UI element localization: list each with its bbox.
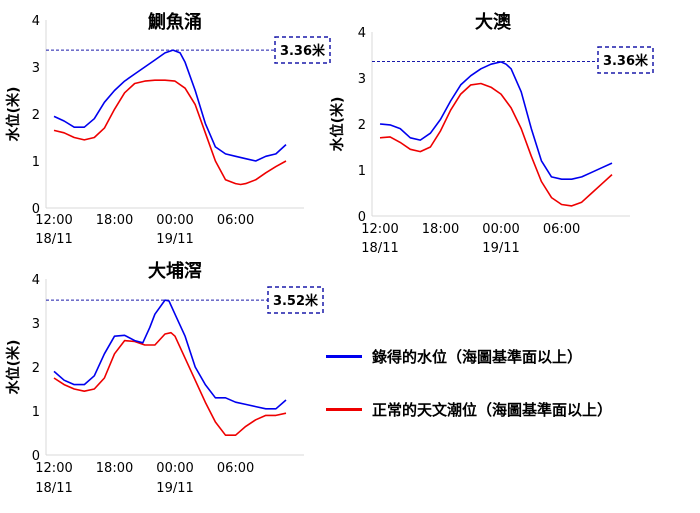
- series-line-normal: [53, 79, 287, 186]
- y-tick-label: 3: [358, 72, 366, 87]
- y-tick-label: 3: [32, 317, 40, 332]
- panel-tai-o: 0 1 2 3 4 12:00 18/11 18:00 00:00 19/11 06:00 水位(米)…: [329, 11, 654, 256]
- panel-tai-po-kau: 0 1 2 3 4 12:00 18/11 18:00 00:00 19/11 06:00 水位(米)…: [5, 260, 324, 496]
- x-tick-label: 00:00: [156, 461, 193, 476]
- threshold-label: 3.36米: [603, 53, 649, 69]
- y-tick-label: 1: [32, 405, 40, 420]
- y-tick-label: 2: [358, 118, 366, 133]
- y-tick-label: 4: [32, 14, 40, 29]
- legend-normal-label: 正常的天文潮位（海圖基準面以上）: [372, 401, 613, 419]
- x-tick-date: 18/11: [361, 241, 398, 256]
- panel-quarry-bay: 0 1 2 3 4 12:00 18/11 18:00 00:00 19/11 06:00 水位(米)…: [5, 11, 331, 247]
- threshold-box: [267, 286, 324, 314]
- chart-title: 大埔滘: [148, 260, 202, 282]
- y-tick-label: 3: [32, 61, 40, 76]
- y-tick-label: 1: [358, 164, 366, 179]
- threshold-box: [274, 36, 331, 64]
- x-tick-label: 12:00: [361, 222, 398, 237]
- y-axis-label: 水位(米): [5, 340, 22, 395]
- chart-title: 鰂魚涌: [147, 11, 202, 33]
- y-axis-label: 水位(米): [329, 97, 346, 152]
- chart-title: 大澳: [475, 11, 512, 33]
- x-tick-label: 06:00: [217, 213, 254, 228]
- x-tick-label: 18:00: [96, 461, 133, 476]
- y-tick-label: 0: [32, 449, 40, 464]
- y-axis-label: 水位(米): [5, 87, 22, 142]
- series-line-recorded: [53, 49, 287, 162]
- x-tick-label: 00:00: [482, 222, 519, 237]
- legend-normal: 正常的天文潮位（海圖基準面以上）: [326, 399, 612, 420]
- x-tick-label: 18:00: [422, 222, 459, 237]
- y-tick-label: 0: [358, 210, 366, 225]
- series-line-normal: [379, 82, 613, 207]
- y-tick-label: 4: [32, 273, 40, 288]
- y-tick-label: 0: [32, 202, 40, 217]
- x-tick-date: 19/11: [156, 232, 193, 247]
- series-line-recorded: [53, 299, 287, 410]
- legend-recorded-swatch: [326, 355, 362, 358]
- threshold-box: [597, 46, 654, 74]
- series-line-recorded: [379, 61, 613, 180]
- x-tick-label: 12:00: [35, 461, 72, 476]
- legend-recorded: 錄得的水位（海圖基準面以上）: [326, 346, 582, 367]
- x-tick-label: 18:00: [96, 213, 133, 228]
- y-tick-label: 2: [32, 361, 40, 376]
- y-tick-label: 4: [358, 26, 366, 41]
- x-tick-date: 19/11: [482, 241, 519, 256]
- legend-recorded-label: 錄得的水位（海圖基準面以上）: [372, 348, 583, 366]
- legend-normal-swatch: [326, 408, 362, 411]
- x-tick-date: 19/11: [156, 481, 193, 496]
- x-tick-date: 18/11: [35, 232, 72, 247]
- x-tick-label: 06:00: [217, 461, 254, 476]
- y-tick-label: 1: [32, 155, 40, 170]
- x-tick-label: 00:00: [156, 213, 193, 228]
- x-tick-date: 18/11: [35, 481, 72, 496]
- x-tick-label: 06:00: [543, 222, 580, 237]
- threshold-label: 3.36米: [280, 43, 326, 59]
- threshold-label: 3.52米: [273, 293, 319, 309]
- y-tick-label: 2: [32, 108, 40, 123]
- series-line-normal: [53, 331, 287, 437]
- x-tick-label: 12:00: [35, 213, 72, 228]
